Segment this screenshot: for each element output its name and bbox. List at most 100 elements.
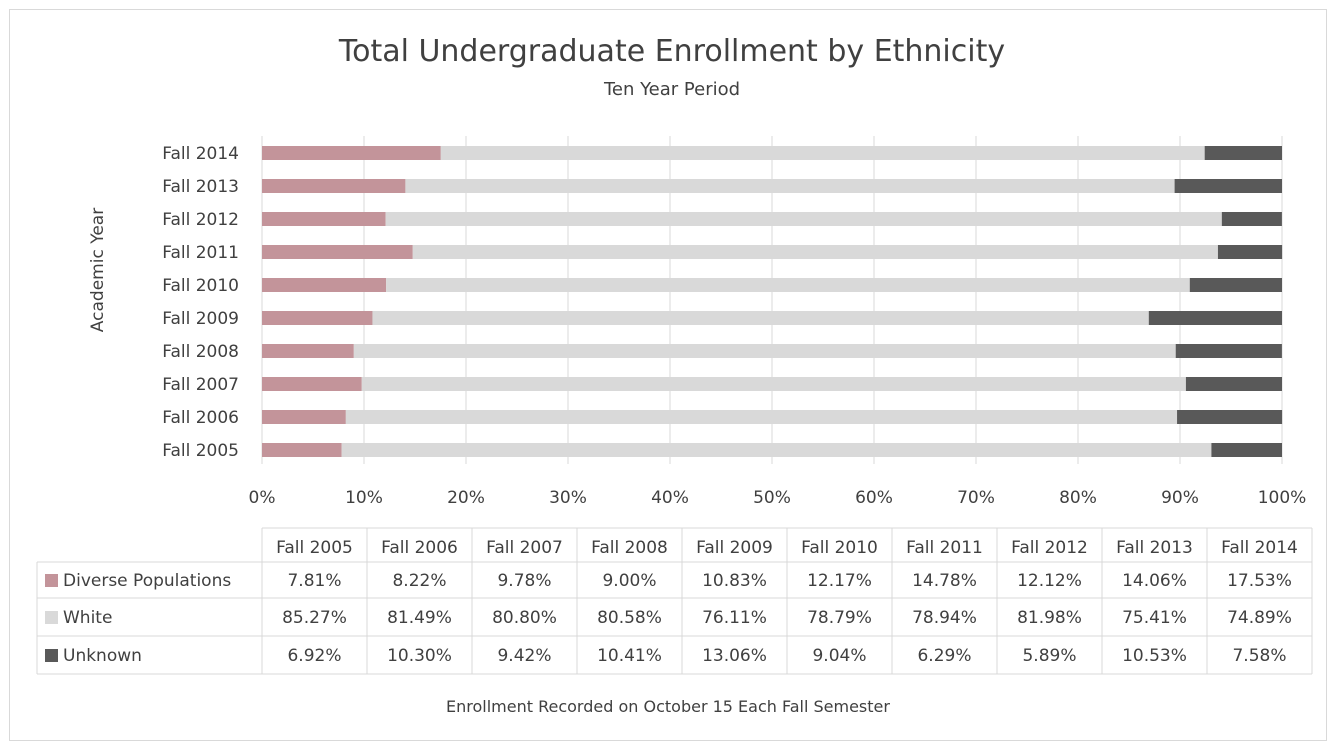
bar-unknown <box>1148 311 1282 325</box>
bar-diverse-populations <box>262 245 413 259</box>
bar-diverse-populations <box>262 278 387 292</box>
table-cell: 7.58% <box>1232 646 1286 666</box>
table-cell: 12.12% <box>1017 571 1082 591</box>
x-tick-labels: 0% 10% 20% 30% 40% 50% 60% 70% 80% 90% 100% <box>249 488 1307 508</box>
table-cell: 17.53% <box>1227 571 1292 591</box>
category-label: Fall 2007 <box>162 375 239 395</box>
bar-unknown <box>1211 443 1282 457</box>
table-cell: 85.27% <box>282 608 347 628</box>
table-cell: 80.80% <box>492 608 557 628</box>
bar-diverse-populations <box>262 344 354 358</box>
x-tick-label: 80% <box>1059 488 1097 508</box>
table-cell: 78.79% <box>807 608 872 628</box>
bar-diverse-populations <box>262 146 441 160</box>
bar-white <box>385 212 1222 226</box>
table-cell: 9.42% <box>497 646 551 666</box>
legend-swatch <box>45 649 58 662</box>
legend-label: Diverse Populations <box>63 571 231 591</box>
table-cell: 6.29% <box>917 646 971 666</box>
table-cell: 10.53% <box>1122 646 1187 666</box>
table-cell: 14.78% <box>912 571 977 591</box>
table-cell: 14.06% <box>1122 571 1187 591</box>
data-table: Fall 2005 Fall 2006 Fall 2007 Fall 2008 Fall… <box>36 527 1313 675</box>
bar-unknown <box>1177 410 1283 424</box>
y-axis-title: Academic Year <box>88 208 108 332</box>
bar-white <box>345 410 1178 424</box>
bar-white <box>412 245 1218 259</box>
bar-white <box>341 443 1212 457</box>
x-tick-label: 40% <box>651 488 689 508</box>
x-tick-label: 20% <box>447 488 485 508</box>
table-cell: 75.41% <box>1122 608 1187 628</box>
chart-title: Total Undergraduate Enrollment by Ethnic… <box>338 34 1005 69</box>
category-label: Fall 2008 <box>162 342 239 362</box>
bar-white <box>353 344 1176 358</box>
table-cell: 9.04% <box>812 646 866 666</box>
table-cell: 9.00% <box>602 571 656 591</box>
table-cell: 74.89% <box>1227 608 1292 628</box>
category-label: Fall 2006 <box>162 408 239 428</box>
table-header-cell: Fall 2006 <box>381 538 458 558</box>
chart-subtitle: Ten Year Period <box>603 79 740 100</box>
x-tick-label: 50% <box>753 488 791 508</box>
x-tick-label: 90% <box>1161 488 1199 508</box>
x-tick-label: 0% <box>249 488 276 508</box>
x-tick-label: 70% <box>957 488 995 508</box>
bar-white <box>361 377 1186 391</box>
category-label: Fall 2011 <box>162 243 239 263</box>
category-label: Fall 2013 <box>162 177 239 197</box>
bar-white <box>372 311 1149 325</box>
bar-diverse-populations <box>262 377 362 391</box>
table-cell: 10.41% <box>597 646 662 666</box>
table-cell: 81.49% <box>387 608 452 628</box>
bar-diverse-populations <box>262 212 386 226</box>
x-tick-label: 30% <box>549 488 587 508</box>
x-tick-label: 100% <box>1258 488 1307 508</box>
bar-unknown <box>1217 245 1283 259</box>
bar-white <box>440 146 1205 160</box>
bar-diverse-populations <box>262 179 406 193</box>
table-header-cell: Fall 2011 <box>906 538 983 558</box>
table-cell: 8.22% <box>392 571 446 591</box>
table-cell: 80.58% <box>597 608 662 628</box>
legend-swatch <box>45 574 58 587</box>
table-header-cell: Fall 2012 <box>1011 538 1088 558</box>
table-header-cell: Fall 2014 <box>1221 538 1298 558</box>
legend-label: Unknown <box>63 646 142 666</box>
category-label: Fall 2012 <box>162 210 239 230</box>
category-labels: Fall 2005 Fall 2006 Fall 2007 Fall 2008 Fall… <box>162 144 239 461</box>
table-header-cell: Fall 2010 <box>801 538 878 558</box>
footnote: Enrollment Recorded on October 15 Each F… <box>446 697 890 716</box>
x-tick-label: 60% <box>855 488 893 508</box>
bar-unknown <box>1174 179 1282 193</box>
legend-swatch <box>45 611 58 624</box>
table-cell: 10.30% <box>387 646 452 666</box>
table-header-cell: Fall 2005 <box>276 538 353 558</box>
table-cell: 6.92% <box>287 646 341 666</box>
bar-unknown <box>1185 377 1282 391</box>
category-label: Fall 2009 <box>162 309 239 329</box>
bar-unknown <box>1221 212 1282 226</box>
chart-frame <box>9 9 1327 741</box>
x-tick-label: 10% <box>345 488 383 508</box>
legend-label: White <box>63 608 112 628</box>
table-header-cell: Fall 2007 <box>486 538 563 558</box>
table-cell: 78.94% <box>912 608 977 628</box>
bar-unknown <box>1189 278 1282 292</box>
bars <box>262 146 1283 457</box>
table-cell: 9.78% <box>497 571 551 591</box>
bar-white <box>386 278 1190 292</box>
table-header-cell: Fall 2013 <box>1116 538 1193 558</box>
bar-unknown <box>1175 344 1282 358</box>
table-header-cell: Fall 2009 <box>696 538 773 558</box>
table-cell: 12.17% <box>807 571 872 591</box>
category-label: Fall 2014 <box>162 144 239 164</box>
table-header-cell: Fall 2008 <box>591 538 668 558</box>
bar-diverse-populations <box>262 443 342 457</box>
bar-diverse-populations <box>262 410 346 424</box>
category-label: Fall 2010 <box>162 276 239 296</box>
table-cell: 13.06% <box>702 646 767 666</box>
bar-unknown <box>1204 146 1282 160</box>
bar-diverse-populations <box>262 311 373 325</box>
